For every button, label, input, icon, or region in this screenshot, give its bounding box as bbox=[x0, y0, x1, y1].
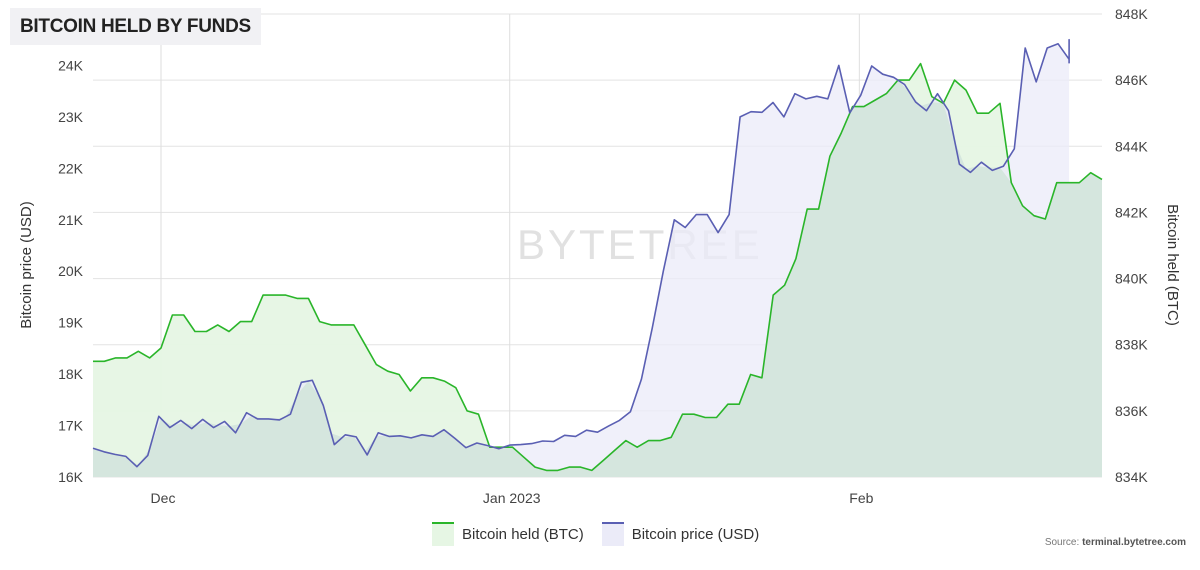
left-tick-label: 20K bbox=[58, 263, 84, 279]
left-axis-title: Bitcoin price (USD) bbox=[18, 201, 35, 329]
series-line-price bbox=[92, 38, 1070, 468]
left-tick-label: 16K bbox=[58, 469, 84, 485]
chart-title-box: BITCOIN HELD BY FUNDS bbox=[10, 8, 261, 45]
legend: Bitcoin held (BTC) Bitcoin price (USD) bbox=[432, 522, 759, 546]
area-overlap bbox=[93, 80, 1102, 477]
left-tick-label: 21K bbox=[58, 212, 84, 228]
right-tick-label: 840K bbox=[1115, 271, 1148, 287]
left-tick-label: 22K bbox=[58, 160, 84, 176]
right-tick-label: 844K bbox=[1115, 138, 1148, 154]
x-tick-label: Feb bbox=[849, 490, 873, 506]
right-tick-label: 838K bbox=[1115, 337, 1148, 353]
right-axis-title: Bitcoin held (BTC) bbox=[1164, 204, 1181, 326]
left-tick-label: 23K bbox=[58, 109, 84, 125]
left-tick-label: 17K bbox=[58, 418, 84, 434]
left-tick-label: 18K bbox=[58, 366, 84, 382]
chart-title: BITCOIN HELD BY FUNDS bbox=[20, 15, 251, 37]
axes: 16K 17K 18K 19K 20K 21K 22K 23K 24K 834K 836K 838K 8… bbox=[58, 6, 1148, 506]
left-tick-label: 24K bbox=[58, 57, 84, 73]
series-areas bbox=[93, 39, 1102, 477]
source-note: Source: terminal.bytetree.com bbox=[1045, 537, 1186, 548]
right-tick-label: 834K bbox=[1115, 469, 1148, 485]
source-prefix: Source: bbox=[1044, 537, 1083, 548]
series-lines bbox=[92, 38, 1103, 472]
right-tick-label: 848K bbox=[1115, 6, 1148, 22]
x-tick-label: Dec bbox=[151, 490, 176, 506]
legend-item-held[interactable]: Bitcoin held (BTC) bbox=[432, 522, 584, 546]
source-site: terminal.bytetree.com bbox=[1082, 537, 1186, 548]
legend-swatch-held bbox=[432, 522, 454, 546]
legend-label-price: Bitcoin price (USD) bbox=[631, 525, 760, 543]
right-tick-label: 842K bbox=[1115, 204, 1148, 220]
right-tick-label: 846K bbox=[1115, 72, 1148, 88]
left-tick-label: 19K bbox=[58, 315, 84, 331]
legend-swatch-price bbox=[601, 522, 624, 546]
right-tick-label: 836K bbox=[1115, 403, 1148, 419]
legend-item-price[interactable]: Bitcoin price (USD) bbox=[601, 522, 760, 546]
x-tick-label: Jan 2023 bbox=[483, 490, 541, 506]
legend-label-held: Bitcoin held (BTC) bbox=[462, 525, 584, 543]
series-line-held bbox=[93, 62, 1103, 472]
